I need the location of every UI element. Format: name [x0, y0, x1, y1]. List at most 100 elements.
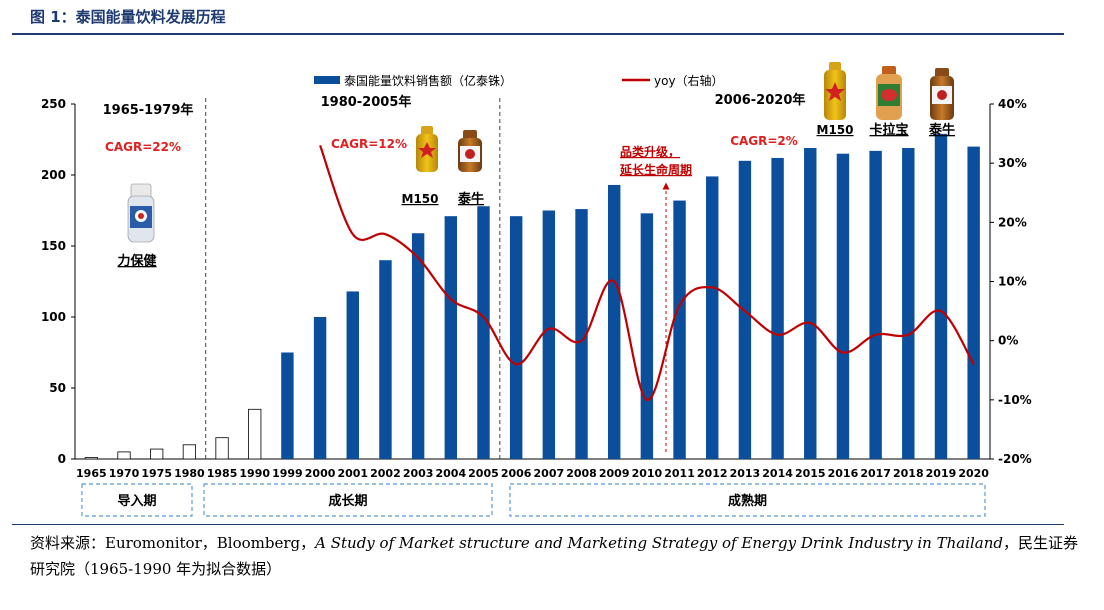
stage-label: 导入期 — [117, 494, 156, 509]
product-label-taiseng-2: 泰牛 — [928, 122, 955, 138]
y-left-tick-label: 50 — [49, 381, 66, 395]
figure-title: 图 1：泰国能量饮料发展历程 — [30, 8, 226, 26]
y-left-tick-label: 250 — [41, 97, 66, 111]
x-tick-label: 2019 — [926, 467, 957, 480]
bar — [706, 176, 719, 460]
product-label-libaojian: 力保健 — [117, 253, 156, 269]
bar — [248, 408, 262, 460]
bar — [281, 352, 294, 459]
bottle-carabao-icon — [876, 66, 902, 120]
x-tick-label: 2017 — [860, 467, 891, 480]
stage-box — [203, 483, 493, 517]
x-tick-label: 2003 — [403, 467, 434, 480]
x-tick-label: 1999 — [272, 467, 303, 480]
x-tick-label: 2018 — [893, 467, 924, 480]
y-left-tick-label: 100 — [41, 310, 66, 324]
stage-box — [509, 483, 986, 517]
title-rule — [12, 33, 1064, 35]
bar — [117, 451, 131, 460]
x-tick-label: 2012 — [697, 467, 728, 480]
bar — [542, 210, 556, 459]
annotation-category-upgrade: 品类升级， — [620, 144, 680, 159]
x-tick-label: 2008 — [566, 467, 597, 480]
stage-label: 成熟期 — [728, 493, 767, 509]
bar — [575, 209, 588, 459]
product-label-carabao: 卡拉宝 — [869, 122, 908, 138]
x-tick-label: 2016 — [828, 467, 859, 480]
x-tick-label: 2001 — [337, 467, 368, 480]
period-cagr: CAGR=12% — [331, 137, 407, 151]
stage-label: 成长期 — [328, 493, 367, 509]
y-right-tick-label: 20% — [998, 215, 1027, 229]
period-cagr: CAGR=2% — [730, 134, 798, 148]
bar — [509, 216, 523, 459]
source-suffix: ，民生证券研究院（1965-1990 年为拟合数据） — [30, 534, 1079, 578]
bar — [967, 146, 980, 459]
bar — [640, 213, 654, 459]
bar — [411, 233, 425, 459]
x-tick-label: 2002 — [370, 467, 401, 480]
period-label: 2006-2020年 — [715, 92, 806, 108]
x-tick-label: 1965 — [76, 467, 107, 480]
x-tick-label: 1975 — [141, 467, 172, 480]
bar — [902, 148, 915, 459]
legend-line-label: yoy（右轴） — [654, 73, 724, 88]
period-label: 1965-1979年 — [103, 102, 194, 118]
x-tick-label: 2006 — [501, 467, 532, 480]
bar — [477, 206, 490, 459]
y-right-tick-label: 30% — [998, 156, 1027, 170]
y-left-tick-label: 0 — [58, 452, 66, 466]
annotation-extend-lifecycle: 延长生命周期 — [619, 162, 692, 177]
bar — [150, 448, 164, 460]
bar — [215, 437, 229, 460]
bar — [607, 184, 621, 459]
source-italic: A Study of Market structure and Marketin… — [315, 534, 1004, 552]
source-note: 资料来源：Euromonitor，Bloomberg，A Study of Ma… — [30, 530, 1080, 582]
bar — [836, 153, 850, 459]
y-right-tick-label: 0% — [998, 334, 1018, 348]
source-prefix: 资料来源：Euromonitor，Bloomberg， — [30, 534, 316, 552]
bar — [804, 148, 817, 459]
bottle-krating-daeng-icon — [458, 130, 482, 172]
y-right-tick-label: 10% — [998, 275, 1027, 289]
bottle-krating-daeng-2-icon — [930, 68, 954, 120]
product-label-m150-2: M150 — [817, 123, 854, 137]
x-tick-label: 2011 — [664, 467, 695, 480]
x-tick-label: 2015 — [795, 467, 826, 480]
x-tick-label: 2014 — [762, 467, 793, 480]
bar — [673, 200, 686, 459]
axes: 0 50 100 150 200 250 40% 30% 20% 10% 0% -10% -20% 196… — [41, 97, 1032, 480]
bar — [379, 260, 392, 459]
bars — [84, 133, 980, 460]
stage-box — [81, 483, 193, 517]
period-label: 1980-2005年 — [321, 94, 412, 110]
bar — [84, 457, 98, 460]
x-tick-label: 1985 — [207, 467, 238, 480]
bar — [869, 150, 882, 460]
legend: 泰国能量饮料销售额（亿泰铢） yoy（右轴） — [314, 73, 724, 88]
bar — [771, 157, 784, 459]
period-cagr: CAGR=22% — [105, 140, 181, 154]
x-tick-label: 2000 — [305, 467, 336, 480]
y-left-tick-label: 150 — [41, 239, 66, 253]
y-right-tick-label: -20% — [998, 452, 1032, 466]
bottle-libaojian-icon — [127, 183, 155, 243]
y-right-tick-label: -10% — [998, 393, 1032, 407]
period-labels: 1965-1979年 CAGR=22% 1980-2005年 CAGR=12% 2006… — [103, 92, 806, 154]
bottle-m150-icon — [416, 126, 438, 172]
x-tick-label: 2009 — [599, 467, 630, 480]
bar — [313, 317, 327, 459]
x-tick-label: 2007 — [534, 467, 565, 480]
legend-bar-swatch — [314, 76, 340, 84]
bar — [346, 291, 359, 459]
x-tick-label: 1970 — [109, 467, 140, 480]
x-tick-label: 2004 — [435, 467, 466, 480]
x-tick-label: 2005 — [468, 467, 499, 480]
bar — [182, 444, 196, 460]
source-rule — [12, 524, 1064, 525]
stage-boxes: 导入期 成长期 成熟期 — [81, 483, 986, 517]
bar — [444, 216, 458, 459]
x-tick-label: 2020 — [958, 467, 989, 480]
x-tick-label: 2013 — [730, 467, 761, 480]
legend-bar-label: 泰国能量饮料销售额（亿泰铢） — [344, 73, 512, 88]
